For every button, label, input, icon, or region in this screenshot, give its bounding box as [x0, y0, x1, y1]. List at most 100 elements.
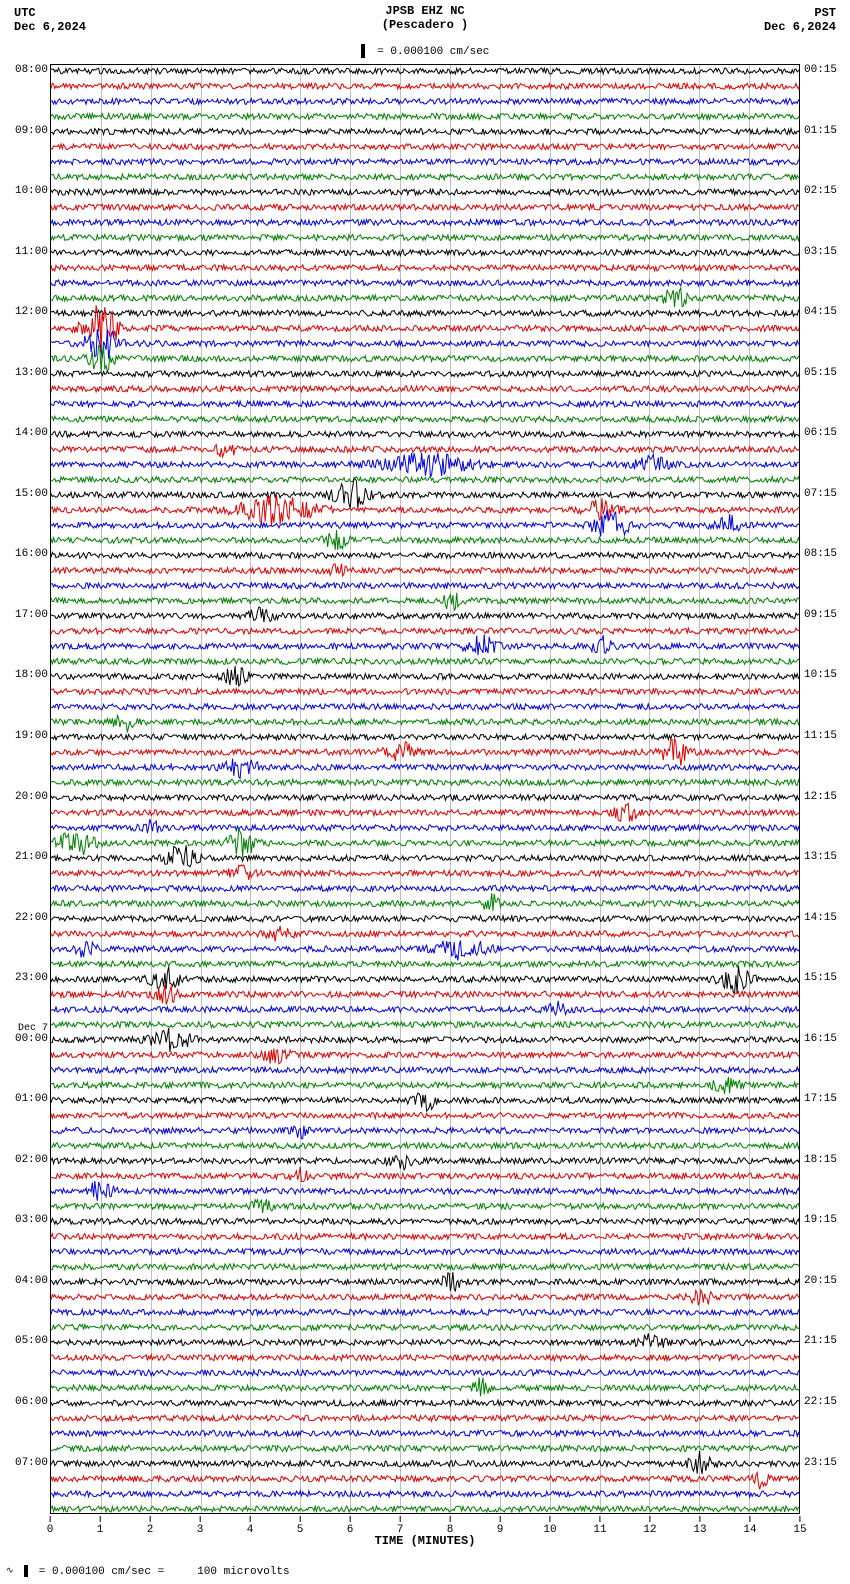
utc-time-label: 18:00: [15, 669, 48, 681]
utc-time-label: 05:00: [15, 1335, 48, 1347]
seismic-trace: [51, 1156, 800, 1170]
seismic-trace: [51, 1167, 800, 1182]
seismic-trace: [51, 1067, 800, 1073]
seismic-trace: [51, 1028, 800, 1052]
seismic-trace: [51, 828, 800, 857]
seismogram-page: UTC Dec 6,2024 JPSB EHZ NC (Pescadero ) …: [0, 0, 850, 1584]
seismic-trace: [51, 1112, 800, 1118]
seismic-trace: [51, 819, 800, 833]
seismic-trace: [51, 1022, 800, 1028]
left-time-labels: 08:0009:0010:0011:0012:0013:0014:0015:00…: [2, 64, 48, 1514]
pst-date-label: Dec 6,2024: [764, 20, 836, 34]
seismic-trace: [51, 431, 800, 437]
pst-time-label: 06:15: [804, 427, 837, 439]
seismogram-plot: [50, 64, 800, 1514]
seismic-trace: [51, 477, 800, 483]
utc-time-label: 17:00: [15, 609, 48, 621]
seismic-trace: [51, 1324, 800, 1330]
seismic-trace: [51, 795, 800, 801]
seismic-trace: [51, 159, 800, 165]
pst-time-label: 16:15: [804, 1033, 837, 1045]
x-tick: 14: [743, 1516, 756, 1536]
pst-time-label: 22:15: [804, 1396, 837, 1408]
seismic-trace: [51, 1264, 800, 1270]
x-tick: 5: [297, 1516, 304, 1536]
pst-time-label: 01:15: [804, 125, 837, 137]
seismic-trace: [51, 1126, 800, 1139]
utc-time-label: 04:00: [15, 1275, 48, 1287]
seismic-trace: [51, 1093, 800, 1111]
seismic-trace: [51, 235, 800, 241]
pst-time-label: 08:15: [804, 548, 837, 560]
seismic-trace: [51, 1377, 800, 1396]
utc-time-label: 16:00: [15, 548, 48, 560]
seismic-trace: [51, 98, 800, 104]
seismic-trace: [51, 1249, 800, 1255]
utc-time-label: 21:00: [15, 851, 48, 863]
station-subtitle: (Pescadero ): [0, 18, 850, 32]
utc-time-label: 07:00: [15, 1457, 48, 1469]
pst-time-label: 07:15: [804, 488, 837, 500]
seismic-trace: [51, 1218, 800, 1224]
seismic-trace: [51, 635, 800, 656]
pst-time-label: 13:15: [804, 851, 837, 863]
seismic-trace: [51, 113, 800, 119]
utc-time-label: 11:00: [15, 246, 48, 258]
seismic-trace: [51, 552, 800, 558]
seismic-trace: [51, 453, 800, 478]
x-tick: 4: [247, 1516, 254, 1536]
x-tick: 6: [347, 1516, 354, 1536]
x-tick: 2: [147, 1516, 154, 1536]
seismic-trace: [51, 738, 800, 765]
seismic-trace: [51, 530, 800, 550]
pst-time-label: 00:15: [804, 64, 837, 76]
utc-time-label: 01:00: [15, 1093, 48, 1105]
seismic-trace: [51, 1491, 800, 1497]
seismic-trace: [51, 666, 800, 686]
seismic-trace: [51, 1333, 800, 1347]
seismic-trace: [51, 386, 800, 392]
x-tick: 11: [593, 1516, 606, 1536]
seismic-trace: [51, 845, 800, 867]
seismic-trace: [51, 204, 800, 210]
pst-time-label: 04:15: [804, 306, 837, 318]
seismic-trace: [51, 1181, 800, 1201]
utc-time-label: 12:00: [15, 306, 48, 318]
seismic-trace: [51, 310, 800, 316]
seismic-trace: [51, 144, 800, 150]
seismic-trace: [51, 803, 800, 821]
pst-time-label: 11:15: [804, 730, 837, 742]
seismic-trace: [51, 593, 800, 611]
utc-time-label: 08:00: [15, 64, 48, 76]
seismic-trace: [51, 1001, 800, 1015]
pst-time-label: 05:15: [804, 367, 837, 379]
traces-svg: [51, 65, 800, 1514]
seismic-trace: [51, 564, 800, 576]
pst-time-label: 14:15: [804, 912, 837, 924]
pst-time-label: 17:15: [804, 1093, 837, 1105]
seismic-trace: [51, 288, 800, 307]
seismic-trace: [51, 734, 800, 740]
pst-time-label: 02:15: [804, 185, 837, 197]
seismic-trace: [51, 1077, 800, 1094]
seismic-trace: [51, 607, 800, 622]
pst-time-label: 18:15: [804, 1154, 837, 1166]
utc-time-label: 10:00: [15, 185, 48, 197]
seismic-trace: [51, 985, 800, 1004]
seismic-trace: [51, 495, 800, 526]
seismic-trace: [51, 779, 800, 785]
utc-time-label: 13:00: [15, 367, 48, 379]
seismic-trace: [51, 583, 800, 589]
x-axis: TIME (MINUTES) 0123456789101112131415: [50, 1516, 800, 1544]
seismic-trace: [51, 885, 800, 891]
seismic-trace: [51, 1400, 800, 1406]
seismic-trace: [51, 658, 800, 664]
footer-text-prefix: = 0.000100 cm/sec =: [39, 1566, 164, 1578]
scale-text: = 0.000100 cm/sec: [377, 46, 489, 58]
utc-time-label: 19:00: [15, 730, 48, 742]
seismic-trace: [51, 1049, 800, 1064]
x-tick: 9: [497, 1516, 504, 1536]
seismic-trace: [51, 265, 800, 271]
utc-time-label: 22:00: [15, 912, 48, 924]
seismic-trace: [51, 250, 800, 256]
